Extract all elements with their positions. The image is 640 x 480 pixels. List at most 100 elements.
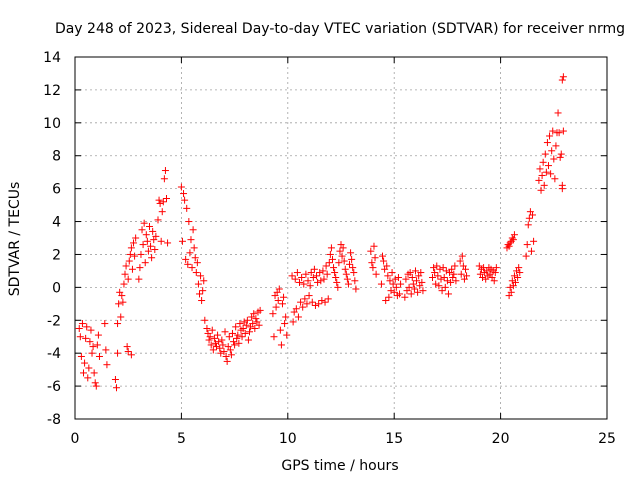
data-point bbox=[277, 341, 285, 349]
data-point bbox=[396, 290, 404, 298]
data-point bbox=[556, 153, 564, 161]
data-point bbox=[281, 320, 289, 328]
data-point bbox=[527, 247, 535, 255]
data-point bbox=[89, 343, 97, 351]
axis-ticks bbox=[74, 56, 608, 420]
data-point bbox=[413, 277, 421, 285]
data-point bbox=[243, 316, 251, 324]
data-point bbox=[130, 239, 138, 247]
data-point bbox=[419, 287, 427, 295]
data-point bbox=[88, 349, 96, 357]
data-point bbox=[314, 278, 322, 286]
data-point bbox=[157, 237, 165, 245]
data-point bbox=[385, 293, 393, 301]
data-point bbox=[371, 254, 379, 262]
data-point bbox=[298, 273, 306, 281]
data-point bbox=[112, 384, 120, 392]
data-point bbox=[85, 364, 93, 372]
data-point bbox=[394, 273, 402, 281]
data-point bbox=[145, 222, 153, 230]
data-point bbox=[140, 219, 148, 227]
y-tick-label: 6 bbox=[52, 182, 61, 198]
data-point bbox=[309, 273, 317, 281]
data-point bbox=[234, 331, 242, 339]
data-point bbox=[83, 323, 91, 331]
data-point bbox=[409, 280, 417, 288]
data-points bbox=[75, 73, 567, 392]
data-point bbox=[236, 320, 244, 328]
data-point bbox=[304, 277, 312, 285]
data-point bbox=[303, 300, 311, 308]
data-point bbox=[217, 349, 225, 357]
data-point bbox=[436, 265, 444, 273]
data-point bbox=[177, 183, 185, 191]
data-point bbox=[147, 242, 155, 250]
data-point bbox=[456, 257, 464, 265]
data-point bbox=[386, 277, 394, 285]
data-point bbox=[414, 288, 422, 296]
data-point bbox=[163, 195, 171, 203]
data-point bbox=[368, 259, 376, 267]
data-point bbox=[251, 325, 259, 332]
data-point bbox=[203, 325, 211, 332]
data-point bbox=[187, 236, 195, 244]
x-tick-label: 25 bbox=[598, 431, 616, 447]
data-point bbox=[431, 269, 439, 277]
data-point bbox=[180, 190, 188, 198]
data-point bbox=[149, 227, 157, 235]
y-tick-labels: -8 -6 -4 -2 0 2 4 6 8 10 12 14 bbox=[43, 50, 61, 428]
data-point bbox=[209, 346, 217, 354]
y-tick-label: 8 bbox=[52, 149, 61, 165]
data-point bbox=[505, 242, 513, 250]
data-point bbox=[198, 297, 206, 305]
data-point bbox=[121, 270, 129, 278]
data-point bbox=[384, 272, 392, 280]
data-point bbox=[558, 185, 566, 193]
data-point bbox=[372, 270, 380, 278]
data-point bbox=[439, 264, 447, 272]
data-point bbox=[326, 250, 334, 258]
data-point bbox=[289, 318, 297, 326]
data-point bbox=[272, 303, 280, 311]
data-point bbox=[208, 326, 216, 334]
data-point bbox=[506, 239, 514, 247]
data-point bbox=[159, 198, 167, 206]
data-point bbox=[510, 231, 518, 239]
data-point bbox=[555, 129, 563, 137]
x-tick-labels: 0 5 10 15 20 25 bbox=[71, 431, 616, 447]
data-point bbox=[380, 257, 388, 265]
x-tick-label: 15 bbox=[385, 431, 403, 447]
data-point bbox=[377, 280, 385, 288]
data-point bbox=[256, 306, 264, 314]
data-point bbox=[103, 361, 111, 369]
data-point bbox=[283, 331, 291, 339]
data-point bbox=[558, 76, 566, 84]
data-point bbox=[296, 278, 304, 286]
data-point bbox=[206, 333, 214, 341]
data-point bbox=[151, 246, 159, 254]
data-point bbox=[401, 293, 409, 301]
data-point bbox=[538, 171, 546, 179]
data-point bbox=[181, 196, 189, 204]
data-point bbox=[144, 247, 152, 255]
data-point bbox=[194, 280, 202, 288]
y-tick-label: -8 bbox=[47, 412, 61, 428]
data-point bbox=[127, 351, 135, 359]
data-point bbox=[82, 334, 90, 342]
data-point bbox=[114, 349, 122, 357]
data-point bbox=[148, 254, 156, 262]
data-point bbox=[552, 142, 560, 150]
data-point bbox=[226, 346, 234, 354]
y-tick-label: 4 bbox=[52, 215, 61, 231]
data-point bbox=[344, 280, 352, 288]
data-point bbox=[340, 257, 348, 265]
data-point bbox=[278, 300, 286, 308]
data-point bbox=[87, 326, 95, 334]
data-point bbox=[154, 216, 162, 224]
data-point bbox=[77, 352, 85, 360]
data-point bbox=[551, 175, 559, 183]
data-point bbox=[123, 343, 131, 351]
data-point bbox=[411, 267, 419, 275]
data-point bbox=[515, 264, 523, 272]
data-point bbox=[525, 214, 533, 222]
